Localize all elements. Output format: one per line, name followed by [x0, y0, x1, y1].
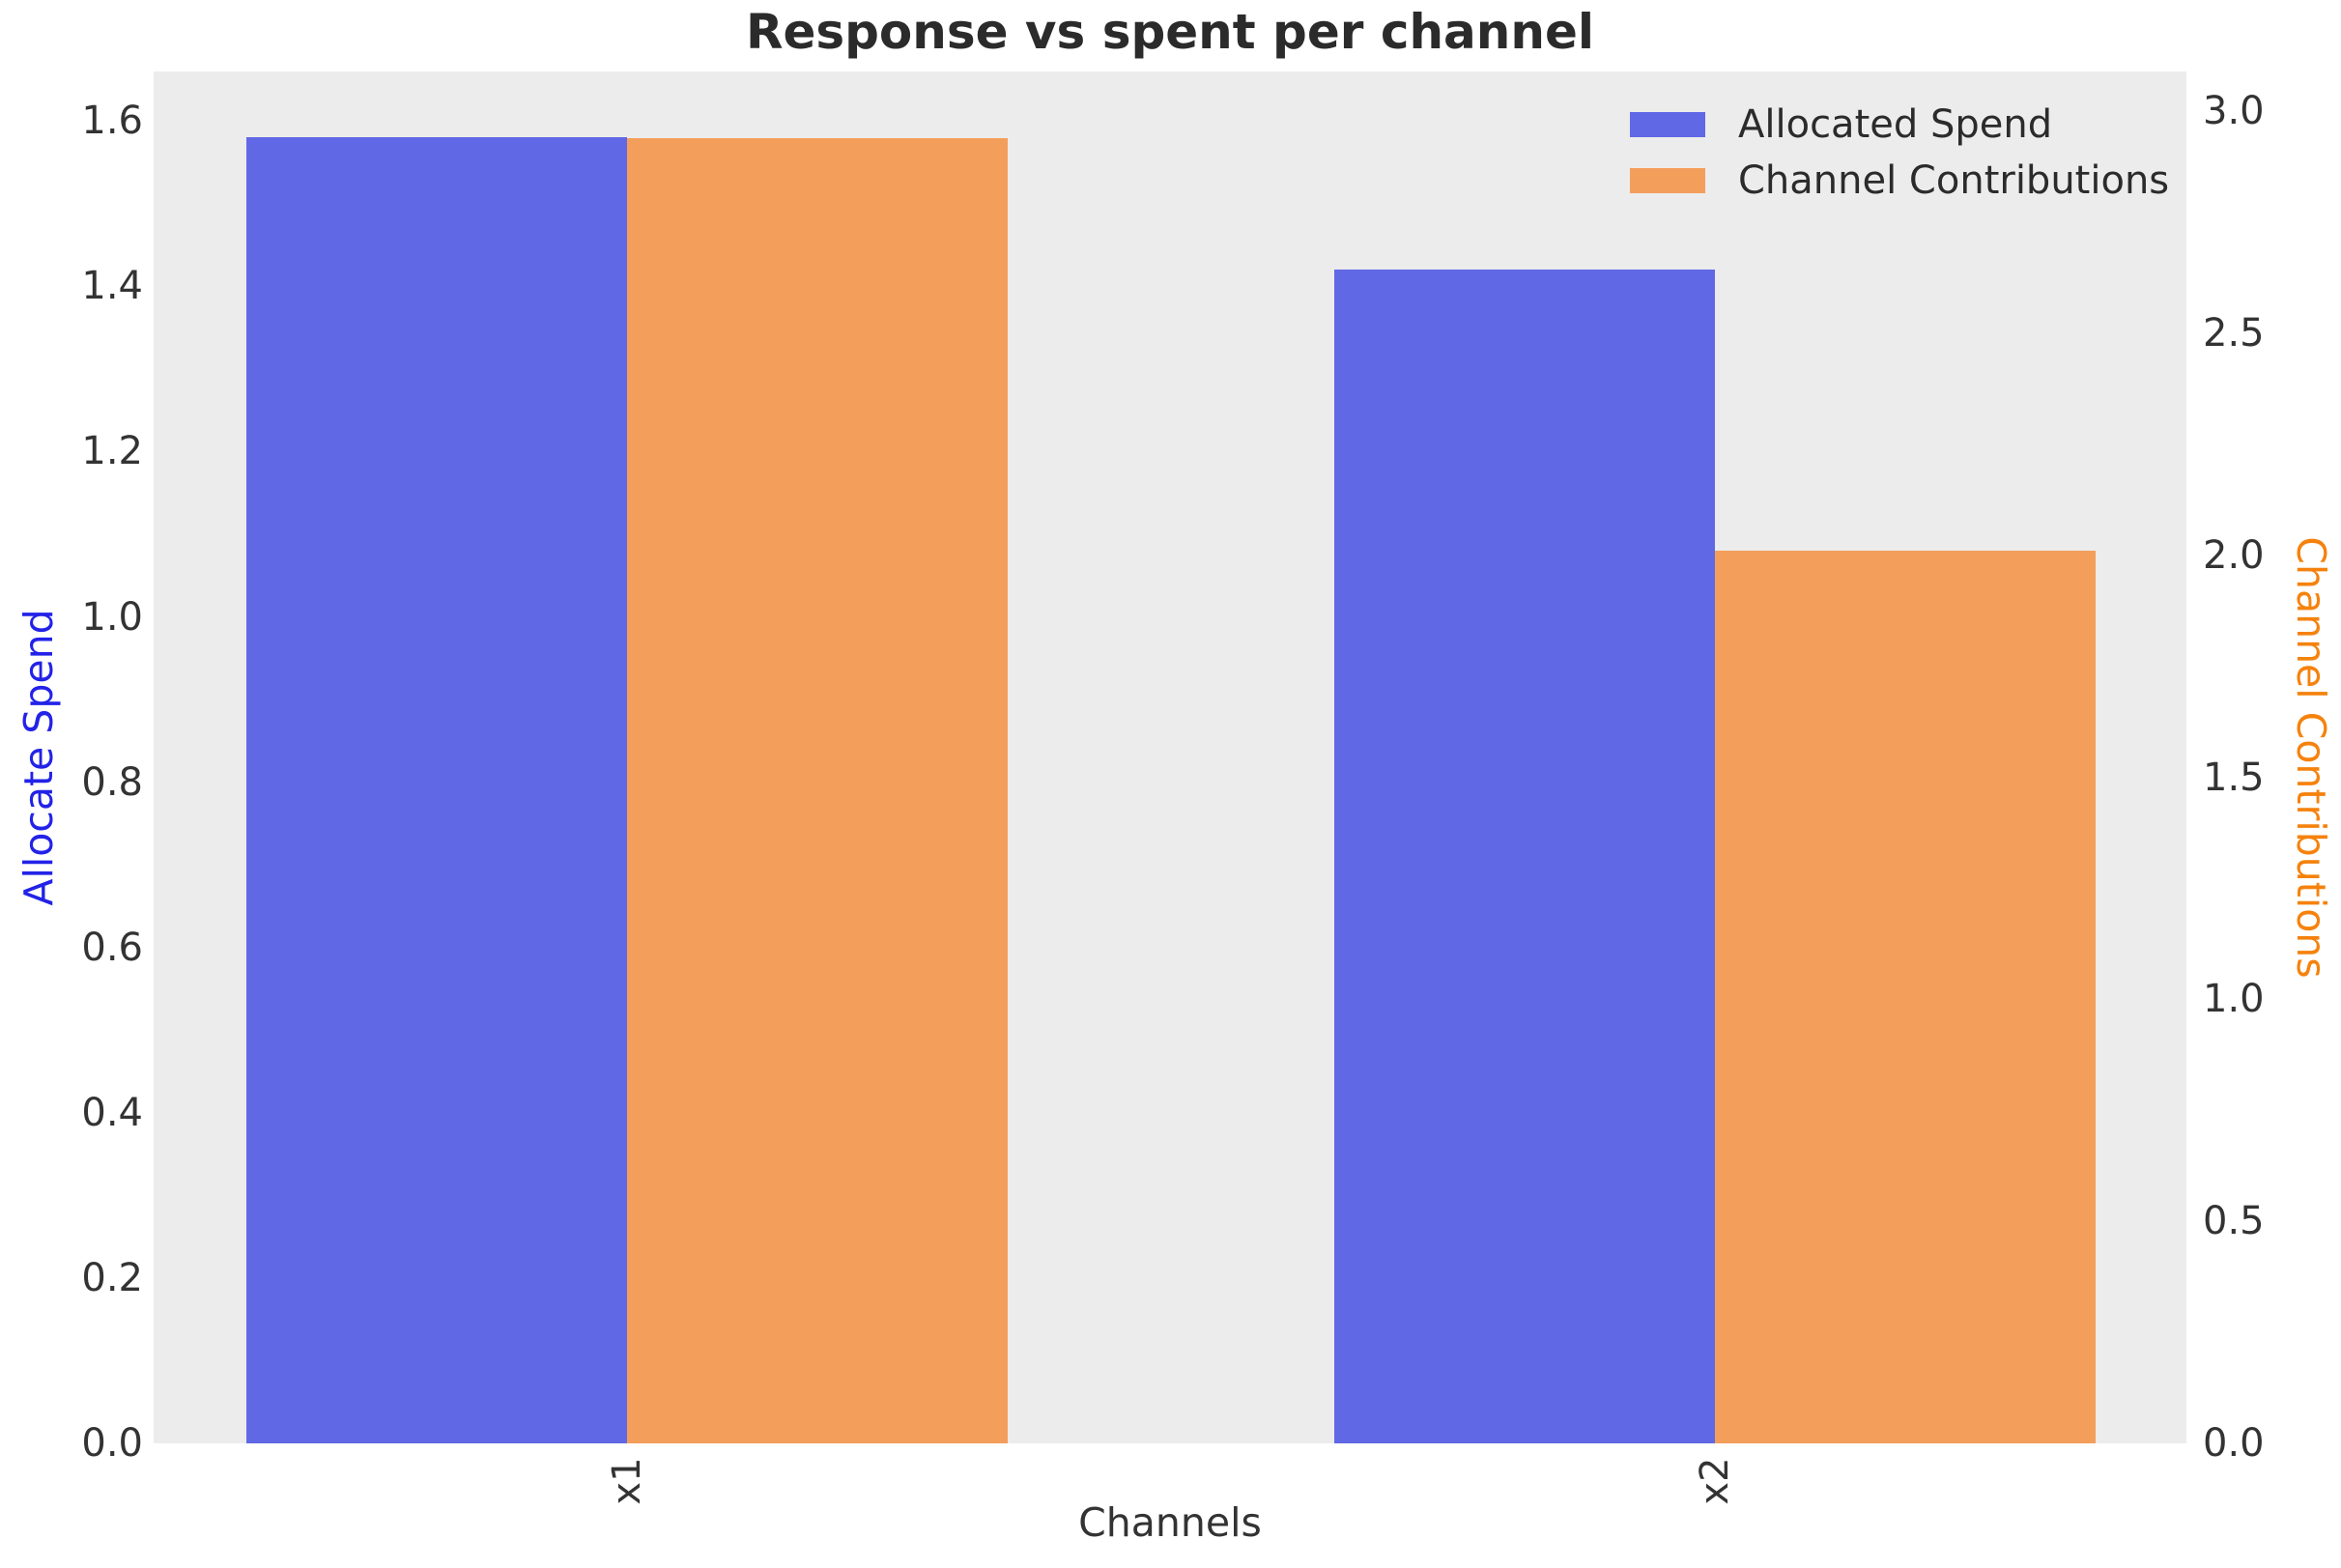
y-axis-label-left: Allocate Spend — [15, 609, 62, 906]
x-tick-label-x1: x1 — [605, 1457, 650, 1505]
legend-swatch-allocated-spend — [1630, 112, 1705, 137]
y-tick-label-left: 1.2 — [81, 429, 143, 474]
y-tick-label-right: 1.5 — [2203, 755, 2265, 800]
y-tick-label-left: 1.4 — [81, 264, 143, 309]
bar-channel-contributions-x2 — [1714, 551, 2096, 1443]
bar-channel-contributions-x1 — [627, 137, 1009, 1443]
y-tick-label-right: 2.5 — [2203, 311, 2265, 356]
legend-entry-allocated-spend: Allocated Spend — [1630, 102, 2169, 147]
bar-allocated-spend-x2 — [1333, 270, 1715, 1443]
legend-label: Allocated Spend — [1738, 102, 2053, 147]
chart-title: Response vs spent per channel — [745, 4, 1595, 60]
y-tick-label-left: 0.0 — [81, 1421, 143, 1466]
x-tick-label-x2: x2 — [1692, 1457, 1737, 1505]
y-tick-label-left: 0.6 — [81, 925, 143, 970]
y-tick-label-left: 1.6 — [81, 99, 143, 144]
y-tick-label-left: 0.8 — [81, 759, 143, 805]
y-tick-label-right: 0.0 — [2203, 1421, 2265, 1466]
y-tick-label-right: 1.0 — [2203, 977, 2265, 1022]
y-tick-label-left: 1.0 — [81, 594, 143, 640]
y-tick-label-right: 3.0 — [2203, 89, 2265, 134]
y-axis-right-ticks: 0.0 0.5 1.0 1.5 2.0 2.5 3.0 — [2203, 71, 2341, 1463]
y-axis-label-right: Channel Contributions — [2288, 536, 2334, 979]
y-axis-left-ticks: 0.0 0.2 0.4 0.6 0.8 1.0 1.2 1.4 1.6 — [0, 71, 143, 1463]
y-tick-label-right: 2.0 — [2203, 532, 2265, 578]
legend-label: Channel Contributions — [1738, 158, 2170, 203]
legend: Allocated Spend Channel Contributions — [1630, 102, 2169, 203]
y-tick-label-left: 0.2 — [81, 1255, 143, 1300]
plot-area: Allocated Spend Channel Contributions — [154, 71, 2186, 1443]
y-tick-label-left: 0.4 — [81, 1090, 143, 1135]
y-tick-label-right: 0.5 — [2203, 1199, 2265, 1244]
legend-entry-channel-contributions: Channel Contributions — [1630, 158, 2169, 203]
bar-allocated-spend-x1 — [246, 137, 628, 1443]
x-axis-label: Channels — [1078, 1499, 1262, 1546]
legend-swatch-channel-contributions — [1630, 168, 1705, 193]
x-axis-ticks: x1 x2 — [154, 1457, 2186, 1505]
